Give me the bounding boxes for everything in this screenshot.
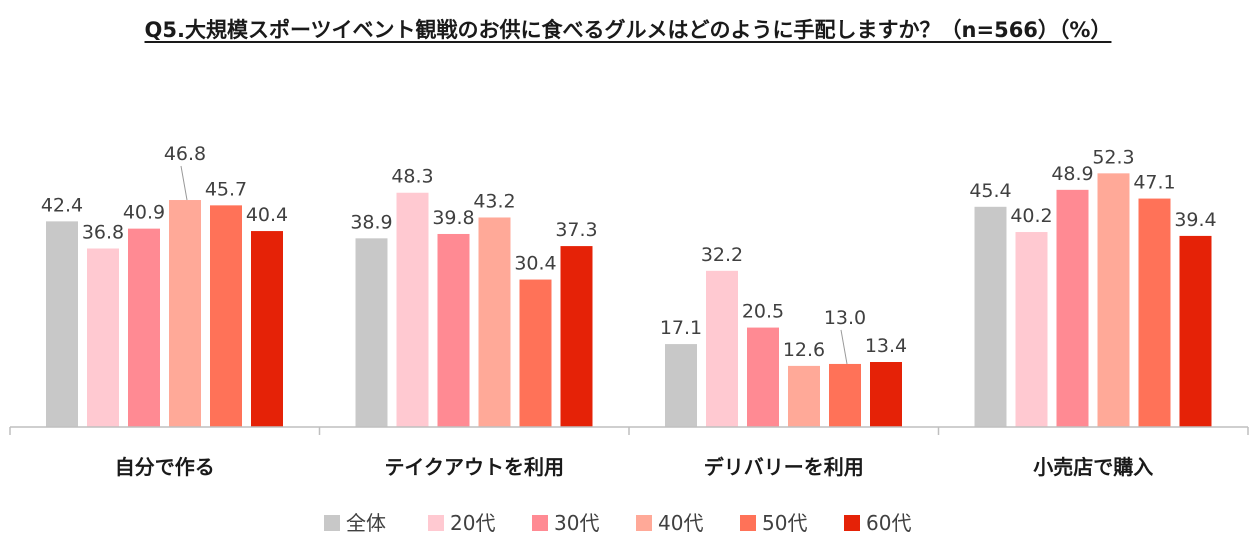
- legend-swatch-4: [636, 515, 652, 531]
- legend-swatch-3: [532, 515, 548, 531]
- leader-line-3-5: [840, 329, 848, 365]
- bar-1-1: [46, 221, 78, 427]
- bar-1-2: [87, 248, 119, 427]
- bar-2-4: [478, 217, 511, 427]
- category-label-3: デリバリーを利用: [704, 455, 864, 479]
- legend-label-6: 60代: [866, 511, 911, 535]
- legend-label-2: 20代: [450, 511, 495, 535]
- data-label-3-5: 13.0: [824, 307, 866, 329]
- data-label-4-6: 39.4: [1174, 209, 1216, 231]
- data-label-3-3: 20.5: [742, 301, 784, 323]
- legend-swatch-6: [844, 515, 860, 531]
- data-label-4-3: 48.9: [1051, 163, 1093, 185]
- data-label-2-2: 48.3: [391, 166, 433, 188]
- data-label-1-5: 45.7: [205, 178, 247, 200]
- data-label-1-1: 42.4: [41, 194, 83, 216]
- bars-layer: [46, 173, 1212, 427]
- legend: 全体 20代 30代 40代 50代 60代: [324, 511, 911, 535]
- data-label-1-6: 40.4: [246, 204, 288, 226]
- bar-4-5: [1138, 198, 1171, 427]
- bar-2-3: [437, 233, 470, 427]
- legend-swatch-5: [740, 515, 756, 531]
- category-labels: 自分で作る テイクアウトを利用 デリバリーを利用 小売店で購入: [115, 455, 1154, 479]
- bar-3-3: [747, 327, 779, 427]
- data-labels: 42.4 36.840.9 46.8 45.7 40.4 38.9 48.3 39.843.2…: [41, 143, 1217, 365]
- bar-3-2: [706, 270, 738, 427]
- chart-title: Q5.大規模スポーツイベント観戦のお供に食べるグルメはどのように手配しますか？（…: [0, 14, 1256, 44]
- bar-2-2: [396, 192, 429, 427]
- data-label-3-2: 32.2: [701, 244, 743, 266]
- data-label-2-3: 39.8: [432, 207, 474, 229]
- legend-swatch-2: [428, 515, 444, 531]
- data-label-4-1: 45.4: [969, 180, 1011, 202]
- data-label-4-2: 40.2: [1010, 205, 1052, 227]
- bar-1-5: [210, 205, 242, 427]
- data-label-4-5: 47.1: [1133, 172, 1175, 194]
- data-label-3-6: 13.4: [865, 335, 907, 357]
- data-label-1-4: 46.8: [164, 143, 206, 165]
- bar-4-3: [1056, 189, 1089, 427]
- bar-4-6: [1179, 235, 1212, 427]
- bar-1-6: [251, 231, 283, 427]
- bar-4-4: [1097, 173, 1130, 427]
- legend-label-3: 30代: [554, 511, 599, 535]
- data-label-2-4: 43.2: [473, 190, 515, 212]
- legend-label-1: 全体: [346, 511, 386, 535]
- category-label-2: テイクアウトを利用: [384, 455, 564, 479]
- legend-label-4: 40代: [658, 511, 703, 535]
- data-label-1-2: 36.8: [82, 222, 124, 244]
- bar-4-1: [974, 206, 1007, 427]
- bar-3-1: [665, 344, 697, 427]
- bar-4-2: [1015, 232, 1048, 427]
- data-label-4-4: 52.3: [1092, 146, 1134, 168]
- x-axis: [9, 426, 1249, 435]
- leader-line-1-4: [180, 165, 188, 201]
- bar-1-3: [128, 228, 160, 427]
- data-label-1-3: 40.9: [123, 202, 165, 224]
- bar-3-5: [829, 363, 861, 427]
- bar-3-6: [870, 362, 902, 427]
- data-label-2-6: 37.3: [555, 219, 597, 241]
- legend-label-5: 50代: [762, 511, 807, 535]
- bar-1-4: [169, 200, 201, 427]
- data-label-2-5: 30.4: [514, 253, 556, 275]
- bar-2-5: [519, 279, 552, 427]
- bar-2-1: [355, 238, 388, 427]
- bar-3-4: [788, 365, 820, 427]
- data-label-2-1: 38.9: [350, 211, 392, 233]
- bar-2-6: [560, 246, 593, 427]
- category-label-1: 自分で作る: [115, 455, 215, 479]
- legend-swatch-1: [324, 515, 340, 531]
- chart-title-text: Q5.大規模スポーツイベント観戦のお供に食べるグルメはどのように手配しますか？（…: [144, 18, 1112, 42]
- category-label-4: 小売店で購入: [1033, 455, 1153, 479]
- data-label-3-1: 17.1: [660, 317, 702, 339]
- data-label-3-4: 12.6: [783, 339, 825, 361]
